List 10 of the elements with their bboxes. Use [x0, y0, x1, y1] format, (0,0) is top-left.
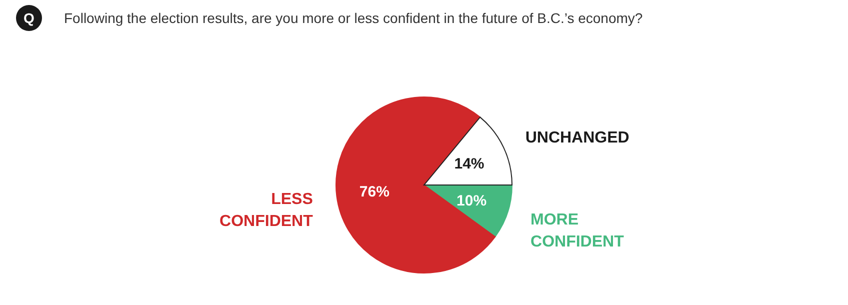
- data-label: 14%: [454, 156, 484, 173]
- pie-slice: [424, 116, 512, 186]
- data-label: 10%: [456, 192, 487, 210]
- pie-slice: [336, 96, 496, 274]
- q-badge-icon: Q: [16, 5, 42, 31]
- chart-title: Following the election results, are you more or less confident in the future of B.C.’s economy?: [64, 10, 643, 26]
- slice-label: UNCHANGED: [525, 129, 630, 146]
- slice-label: LESS CONFIDENT: [220, 191, 314, 230]
- slice-label: MORE CONFIDENT: [530, 212, 624, 251]
- data-label: 76%: [359, 183, 390, 200]
